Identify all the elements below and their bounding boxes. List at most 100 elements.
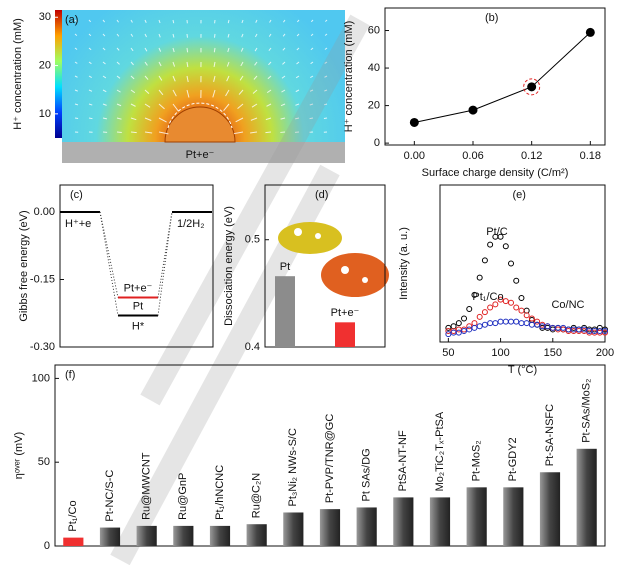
bar-label: Ru@GnP bbox=[177, 473, 189, 520]
flow-arrow bbox=[158, 61, 162, 67]
flow-arrow bbox=[282, 47, 286, 51]
y-axis-label: ηᵒᵛᵉʳ (mV) bbox=[13, 432, 25, 479]
point bbox=[476, 323, 483, 330]
flow-arrow bbox=[158, 47, 162, 52]
flow-arrow bbox=[186, 47, 189, 53]
point bbox=[513, 318, 520, 325]
flow-arrow bbox=[144, 117, 152, 121]
flow-arrow bbox=[186, 61, 189, 68]
flow-arrow bbox=[102, 61, 106, 65]
point bbox=[471, 291, 478, 298]
point bbox=[518, 320, 525, 327]
flow-arrow bbox=[324, 33, 328, 36]
series-label: Pt/C bbox=[486, 226, 507, 238]
flow-arrow bbox=[130, 75, 135, 80]
flow-arrow bbox=[102, 19, 106, 23]
point bbox=[534, 321, 541, 328]
y-tick-label: 0 bbox=[374, 137, 380, 149]
bar-label: Pt-SAs/MoS₂ bbox=[581, 379, 593, 443]
point bbox=[508, 260, 515, 267]
connector bbox=[99, 211, 119, 298]
point bbox=[602, 328, 608, 335]
panel-label: (f) bbox=[65, 369, 75, 381]
flow-arrow bbox=[172, 61, 176, 67]
flow-arrow bbox=[116, 61, 120, 65]
flow-arrow bbox=[130, 103, 136, 107]
flow-arrow bbox=[240, 61, 244, 67]
flow-arrow bbox=[254, 47, 258, 52]
flow-arrow bbox=[158, 33, 161, 38]
flow-arrow bbox=[116, 75, 121, 79]
point bbox=[461, 328, 468, 335]
x-tick-label: 100 bbox=[491, 347, 509, 359]
point bbox=[481, 257, 488, 264]
point bbox=[476, 313, 483, 320]
flow-arrow bbox=[225, 89, 230, 97]
flow-arrow bbox=[88, 89, 93, 92]
point bbox=[492, 320, 499, 327]
flow-arrow bbox=[74, 19, 78, 22]
point bbox=[502, 243, 509, 250]
point bbox=[497, 233, 504, 240]
flow-arrow bbox=[265, 131, 272, 134]
bar bbox=[283, 512, 304, 546]
panel-label: (e) bbox=[513, 189, 526, 201]
bar-label: Mo₂TiC₂Tₓ-PtSA bbox=[434, 411, 446, 491]
flow-arrow bbox=[223, 103, 230, 112]
flow-arrow bbox=[235, 117, 244, 123]
x-tick-label: 0.12 bbox=[521, 150, 542, 162]
flow-arrow bbox=[116, 33, 120, 37]
flow-arrow bbox=[268, 33, 272, 37]
flow-arrow bbox=[226, 75, 230, 82]
flow-arrow bbox=[323, 103, 328, 106]
flow-arrow bbox=[254, 61, 258, 66]
flow-arrow bbox=[296, 61, 300, 65]
flow-arrow bbox=[130, 117, 137, 121]
point bbox=[455, 320, 462, 327]
annotation: Pt+e⁻ bbox=[186, 149, 215, 161]
x-axis-label: Surface charge density (C/m²) bbox=[422, 167, 569, 179]
bar bbox=[275, 276, 295, 347]
flow-arrow bbox=[324, 47, 328, 50]
flow-arrow bbox=[116, 19, 119, 23]
bar-label: Ru@MWCNT bbox=[141, 452, 153, 520]
point bbox=[466, 306, 473, 313]
flow-arrow bbox=[144, 61, 148, 66]
flow-arrow bbox=[74, 61, 78, 64]
y-tick-label: 0.5 bbox=[245, 234, 260, 246]
flow-arrow bbox=[74, 47, 78, 50]
flow-arrow bbox=[212, 89, 216, 98]
flow-arrow bbox=[282, 61, 286, 65]
point bbox=[487, 241, 494, 248]
flow-arrow bbox=[130, 19, 133, 23]
point bbox=[461, 315, 468, 322]
flow-arrow bbox=[213, 33, 216, 38]
point bbox=[481, 309, 488, 316]
flow-arrow bbox=[158, 75, 163, 81]
connector bbox=[157, 211, 173, 316]
plot-frame bbox=[439, 184, 606, 343]
flow-arrow bbox=[310, 75, 314, 78]
point bbox=[508, 299, 515, 306]
point bbox=[523, 312, 530, 319]
bar-label: Pt-MoS₂ bbox=[471, 440, 483, 481]
x-axis-label: T (°C) bbox=[508, 364, 537, 376]
bar-label: Pt SAs/DG bbox=[361, 448, 373, 501]
bar bbox=[539, 472, 561, 546]
flow-arrow bbox=[323, 117, 328, 120]
flow-arrow bbox=[251, 103, 258, 108]
panel-label: (c) bbox=[70, 189, 83, 201]
flow-arrow bbox=[172, 19, 175, 24]
bar-label: Pt-NC/S-C bbox=[104, 470, 116, 522]
point bbox=[534, 318, 541, 325]
flow-arrow bbox=[144, 89, 150, 94]
panel-label: (b) bbox=[485, 12, 498, 24]
bar bbox=[466, 487, 487, 546]
flow-arrow bbox=[250, 131, 258, 134]
flow-arrow bbox=[88, 75, 92, 78]
plot-frame bbox=[264, 184, 386, 348]
flow-arrow bbox=[227, 47, 230, 53]
flow-arrow bbox=[116, 117, 122, 120]
point bbox=[523, 320, 530, 327]
